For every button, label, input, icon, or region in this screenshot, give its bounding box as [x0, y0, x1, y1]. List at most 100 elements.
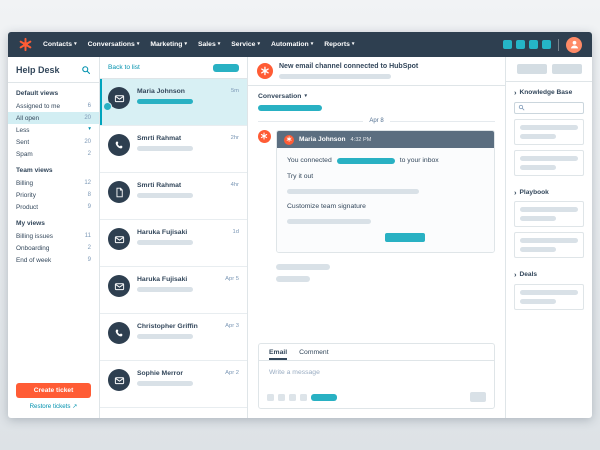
panel-action-button[interactable]: [516, 64, 547, 74]
hubspot-logo-icon[interactable]: [18, 37, 33, 52]
date-divider: Apr 8: [258, 118, 495, 124]
knowledge-base-toggle[interactable]: › Knowledge Base: [514, 89, 584, 97]
phone-icon: [114, 140, 125, 151]
nav-quick-icon[interactable]: [529, 40, 538, 49]
conversation-dropdown[interactable]: Conversation ▾: [258, 93, 495, 100]
item-count: 9: [87, 257, 91, 263]
contact-name: Sophie Merror: [137, 370, 184, 377]
sidebar-item-priority[interactable]: Priority 8: [8, 189, 99, 201]
kb-search-input[interactable]: [514, 101, 584, 114]
chevron-down-icon: ▾: [304, 93, 307, 99]
nav-label: Sales: [197, 41, 216, 48]
skeleton-bar: [137, 146, 193, 151]
nav-item-reports[interactable]: Reports ▾: [324, 41, 354, 48]
conversation-preview: Smrti Rahmat: [137, 181, 224, 211]
cta-button-skeleton[interactable]: [385, 233, 425, 242]
contact-avatar: [108, 228, 130, 250]
nav-quick-icon[interactable]: [516, 40, 525, 49]
kb-article-card[interactable]: [514, 149, 584, 176]
chevron-right-icon: ›: [514, 187, 517, 197]
message-text: Try it out: [287, 173, 314, 180]
nav-item-conversations[interactable]: Conversations ▾: [88, 41, 140, 48]
formatting-icon[interactable]: [267, 393, 274, 401]
conversation-item-christopher-griffin[interactable]: Christopher Griffin Apr 3: [100, 314, 247, 361]
section-title: Knowledge Base: [519, 89, 573, 97]
sidebar-section-team-views: Team views Billing 12 Priority 8 Product 9: [8, 167, 99, 213]
page-title: Help Desk: [16, 64, 60, 75]
nav-quick-icon[interactable]: [542, 40, 551, 49]
playbook-toggle[interactable]: › Playbook: [514, 187, 584, 197]
deal-card[interactable]: [514, 283, 584, 310]
user-avatar[interactable]: [566, 36, 582, 53]
message-input[interactable]: Write a message: [259, 361, 494, 388]
sidebar-item-spam[interactable]: Spam 2: [8, 148, 99, 160]
skeleton-bar: [137, 99, 193, 104]
formatting-icon[interactable]: [300, 393, 307, 401]
composer-tabs: Email Comment: [259, 344, 494, 361]
nav-quick-icon[interactable]: [503, 40, 512, 49]
skeleton-bar: [520, 216, 556, 221]
sidebar-item-end-of-week[interactable]: End of week 9: [8, 254, 99, 266]
message-line: You connected to your inbox: [287, 157, 484, 164]
sidebar-item-all-open[interactable]: All open 20: [8, 112, 99, 124]
item-label: Billing: [16, 179, 34, 187]
sidebar-header: Help Desk: [8, 57, 99, 83]
deals-toggle[interactable]: › Deals: [514, 271, 584, 279]
message-header: Maria Johnson 4:32 PM: [277, 131, 494, 148]
playbook-card[interactable]: [514, 232, 584, 258]
conversation-preview: Maria Johnson: [137, 87, 224, 117]
sidebar-item-billing-issues[interactable]: Billing issues 11: [8, 230, 99, 242]
main-panel: New email channel connected to HubSpot C…: [248, 57, 506, 418]
item-label: All open: [16, 114, 40, 122]
timestamp: 5m: [230, 88, 239, 94]
sidebar-item-less[interactable]: Less ▾: [8, 124, 99, 136]
item-count: 11: [84, 233, 91, 239]
conversation-preview: Haruka Fujisaki: [137, 275, 218, 305]
conversation-item-sophie-merror[interactable]: Sophie Merror Apr 2: [100, 361, 247, 408]
date-label: Apr 8: [369, 118, 384, 124]
conversation-item-smrti-rahmat-1[interactable]: Smrti Rahmat 2hr: [100, 126, 247, 173]
sidebar-item-sent[interactable]: Sent 20: [8, 136, 99, 148]
sort-skeleton[interactable]: [213, 63, 239, 72]
conversation-item-maria-johnson[interactable]: Maria Johnson 5m: [100, 79, 247, 126]
skeleton-bar: [137, 381, 193, 386]
restore-tickets-link[interactable]: Restore tickets ↗: [16, 403, 91, 410]
sidebar-item-assigned-to-me[interactable]: Assigned to me 6: [8, 100, 99, 112]
sidebar-item-onboarding[interactable]: Onboarding 2: [8, 242, 99, 254]
chevron-down-icon: ▾: [351, 41, 355, 47]
item-count: 2: [87, 151, 91, 157]
item-count: 8: [87, 192, 91, 198]
send-button[interactable]: [470, 392, 486, 402]
contact-avatar: [108, 134, 130, 156]
item-count: 20: [84, 139, 91, 145]
kb-article-card[interactable]: [514, 118, 584, 145]
nav-item-service[interactable]: Service ▾: [231, 41, 260, 48]
sidebar-item-billing[interactable]: Billing 12: [8, 177, 99, 189]
conversation-item-haruka-fujisaki-2[interactable]: Haruka Fujisaki Apr 5: [100, 267, 247, 314]
timestamp: 4hr: [230, 182, 239, 188]
playbook-card[interactable]: [514, 201, 584, 227]
search-icon[interactable]: [81, 65, 91, 75]
nav-item-sales[interactable]: Sales ▾: [198, 41, 220, 48]
tab-email[interactable]: Email: [269, 349, 287, 360]
nav-item-contacts[interactable]: Contacts ▾: [43, 41, 77, 48]
item-label: Spam: [16, 150, 33, 158]
back-to-list-link[interactable]: Back to list: [108, 64, 140, 71]
chevron-down-icon: ▾: [257, 41, 260, 47]
conversation-preview: Haruka Fujisaki: [137, 228, 226, 258]
conversation-item-haruka-fujisaki-1[interactable]: Haruka Fujisaki 1d: [100, 220, 247, 267]
item-label: End of week: [16, 256, 52, 264]
sidebar-item-product[interactable]: Product 9: [8, 201, 99, 213]
contact-avatar: [108, 369, 130, 391]
nav-item-marketing[interactable]: Marketing ▾: [150, 41, 187, 48]
nav-item-automation[interactable]: Automation ▾: [271, 41, 313, 48]
create-ticket-button[interactable]: Create ticket: [16, 383, 91, 398]
skeleton-bar: [520, 289, 578, 295]
tab-comment[interactable]: Comment: [299, 349, 328, 360]
skeleton-bar: [287, 189, 419, 194]
conversation-item-smrti-rahmat-2[interactable]: Smrti Rahmat 4hr: [100, 173, 247, 220]
section-deals: › Deals: [506, 264, 592, 316]
panel-action-button[interactable]: [551, 64, 582, 74]
formatting-icon[interactable]: [289, 393, 296, 401]
formatting-icon[interactable]: [278, 393, 285, 401]
